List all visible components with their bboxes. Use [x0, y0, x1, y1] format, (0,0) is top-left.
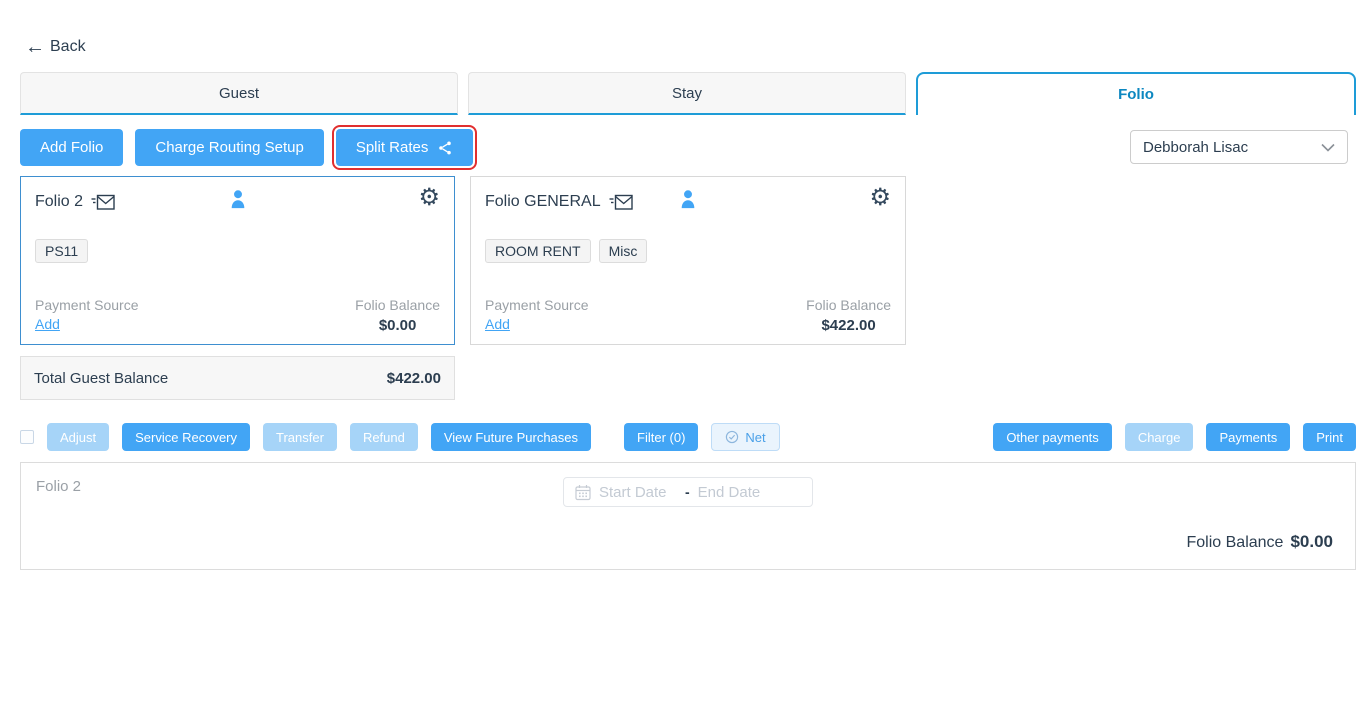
folio-title: Folio GENERAL: [485, 193, 601, 210]
payment-source-label: Payment Source: [485, 297, 589, 313]
back-button[interactable]: ← Back: [25, 36, 86, 58]
filter-button[interactable]: Filter (0): [624, 423, 699, 451]
other-payments-label: Other payments: [1006, 429, 1099, 445]
service-recovery-button[interactable]: Service Recovery: [122, 423, 251, 451]
folio-settings-gear-icon[interactable]: ⚙: [869, 184, 891, 211]
folio-card-footer: Payment Source Add Folio Balance $0.00: [35, 297, 440, 334]
refund-label: Refund: [362, 429, 405, 445]
transfer-button[interactable]: Transfer: [263, 423, 337, 451]
share-icon: [437, 140, 453, 156]
guest-selector-value: Debborah Lisac: [1143, 138, 1249, 156]
tab-folio-label: Folio: [1118, 86, 1154, 103]
back-label: Back: [50, 38, 86, 55]
end-date-input[interactable]: [697, 483, 776, 501]
add-payment-source-link[interactable]: Add: [485, 316, 510, 332]
folio-card-footer: Payment Source Add Folio Balance $422.00: [485, 297, 891, 334]
date-range-picker[interactable]: -: [563, 477, 813, 507]
calendar-icon: [575, 484, 591, 501]
print-button[interactable]: Print: [1303, 423, 1356, 451]
charge-routing-label: Charge Routing Setup: [155, 139, 304, 156]
total-guest-balance-value: $422.00: [386, 369, 441, 387]
adjust-label: Adjust: [60, 429, 97, 445]
folio-tags: PS11: [35, 239, 89, 263]
other-payments-button[interactable]: Other payments: [993, 423, 1112, 451]
add-folio-button[interactable]: Add Folio: [20, 129, 124, 166]
refund-button[interactable]: Refund: [349, 423, 418, 451]
filter-label: Filter (0): [637, 429, 686, 445]
check-circle-icon: [725, 430, 739, 444]
folio-tags: ROOM RENT Misc: [485, 239, 648, 263]
payment-source-label: Payment Source: [35, 297, 139, 313]
detail-folio-balance-label: Folio Balance: [1186, 534, 1284, 551]
guest-icon: [228, 189, 247, 209]
adjust-button[interactable]: Adjust: [47, 423, 110, 451]
payments-button[interactable]: Payments: [1206, 423, 1291, 451]
tab-bar: Guest Stay Folio: [20, 72, 1356, 115]
folio-balance-value: $422.00: [821, 317, 876, 334]
view-future-purchases-label: View Future Purchases: [443, 429, 579, 445]
tab-guest[interactable]: Guest: [20, 72, 458, 115]
folio-toolbar: Add Folio Charge Routing Setup Split Rat…: [20, 125, 478, 170]
payments-label: Payments: [1219, 429, 1278, 445]
start-date-input[interactable]: [599, 483, 677, 501]
detail-folio-name: Folio 2: [36, 478, 82, 495]
tab-folio[interactable]: Folio: [916, 72, 1356, 115]
add-payment-source-link[interactable]: Add: [35, 316, 60, 332]
charge-button[interactable]: Charge: [1124, 423, 1194, 451]
tab-stay[interactable]: Stay: [468, 72, 906, 115]
folio-actions-bar: Adjust Service Recovery Transfer Refund …: [20, 423, 1356, 451]
folio-tag: PS11: [35, 239, 89, 263]
print-label: Print: [1316, 429, 1343, 445]
split-rates-label: Split Rates: [355, 139, 429, 156]
folio-balance-label: Folio Balance: [355, 297, 440, 313]
folio-card-folio2[interactable]: Folio 2: [20, 176, 455, 345]
folio-card-header: Folio 2: [35, 184, 440, 215]
net-toggle[interactable]: Net: [711, 423, 780, 451]
date-range-separator: -: [685, 484, 690, 500]
guest-selector-dropdown[interactable]: Debborah Lisac: [1130, 130, 1348, 164]
select-all-checkbox[interactable]: [20, 430, 34, 444]
folio-card-general[interactable]: Folio GENERAL: [470, 176, 906, 345]
tab-guest-label: Guest: [218, 84, 260, 102]
charge-routing-setup-button[interactable]: Charge Routing Setup: [135, 129, 324, 166]
total-guest-balance-row: Total Guest Balance $422.00: [20, 356, 455, 400]
transfer-label: Transfer: [276, 429, 324, 445]
add-folio-label: Add Folio: [40, 139, 104, 156]
split-rates-button[interactable]: Split Rates: [331, 125, 478, 170]
folio-detail-panel: Folio 2: [20, 462, 1356, 570]
folio-settings-gear-icon[interactable]: ⚙: [418, 184, 440, 211]
tab-stay-label: Stay: [671, 84, 702, 102]
folio-title: Folio 2: [35, 193, 84, 210]
total-guest-balance-label: Total Guest Balance: [34, 369, 169, 387]
net-label: Net: [745, 429, 766, 445]
detail-folio-balance: Folio Balance $0.00: [1187, 532, 1334, 552]
detail-folio-balance-value: $0.00: [1290, 532, 1333, 551]
charge-label: Charge: [1137, 429, 1181, 445]
folio-card-header: Folio GENERAL: [485, 184, 891, 215]
view-future-purchases-button[interactable]: View Future Purchases: [430, 423, 592, 451]
back-arrow-icon: ←: [25, 36, 45, 58]
service-recovery-label: Service Recovery: [135, 429, 238, 445]
folio-balance-value: $0.00: [378, 317, 417, 334]
email-folio-icon[interactable]: [91, 194, 115, 211]
folio-balance-label: Folio Balance: [806, 297, 891, 313]
folio-tag: ROOM RENT: [485, 239, 591, 263]
email-folio-icon[interactable]: [609, 194, 633, 211]
folio-tag: Misc: [598, 239, 648, 263]
guest-icon: [679, 189, 698, 209]
chevron-down-icon: [1321, 143, 1335, 152]
